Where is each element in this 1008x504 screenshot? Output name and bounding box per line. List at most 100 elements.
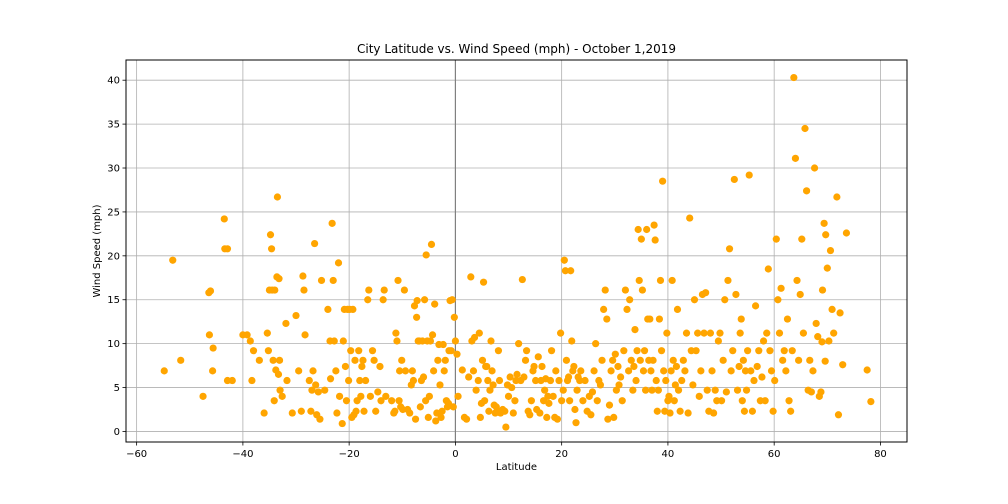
- x-tick-label: −40: [232, 449, 253, 460]
- data-point: [282, 319, 290, 328]
- data-point: [638, 286, 647, 294]
- data-point: [667, 367, 675, 375]
- data-point: [416, 403, 424, 411]
- data-point: [360, 407, 368, 415]
- data-point: [721, 296, 729, 304]
- data-point: [745, 171, 753, 179]
- data-point: [834, 411, 843, 419]
- data-point: [737, 315, 745, 323]
- data-point: [711, 386, 719, 394]
- data-point: [317, 276, 326, 285]
- data-point: [656, 276, 665, 285]
- data-point: [437, 413, 445, 422]
- data-point: [570, 362, 578, 371]
- data-point: [724, 276, 732, 285]
- data-point: [366, 392, 374, 400]
- data-point: [307, 407, 315, 415]
- data-point: [814, 333, 822, 341]
- data-point: [659, 177, 667, 185]
- data-point: [648, 386, 656, 394]
- data-point: [767, 367, 776, 375]
- data-point: [481, 397, 489, 405]
- data-point: [424, 413, 432, 422]
- data-point: [305, 376, 313, 385]
- data-point: [275, 356, 284, 364]
- data-point: [788, 347, 796, 355]
- data-point: [833, 193, 841, 201]
- y-tick-label: 20: [107, 251, 120, 262]
- data-point: [267, 245, 276, 253]
- data-point: [653, 407, 661, 415]
- data-point: [614, 362, 622, 371]
- data-point: [355, 347, 363, 355]
- data-point: [488, 367, 496, 375]
- data-point: [735, 362, 743, 371]
- data-point: [513, 370, 521, 378]
- data-point: [400, 286, 408, 294]
- data-point: [621, 286, 630, 294]
- data-point: [462, 415, 471, 423]
- data-point: [631, 326, 639, 334]
- data-point: [534, 353, 542, 361]
- data-point: [690, 296, 699, 304]
- data-point: [341, 362, 350, 371]
- data-point: [702, 289, 710, 297]
- data-point: [635, 276, 643, 285]
- data-point: [598, 356, 606, 364]
- data-point: [522, 347, 531, 355]
- data-point: [470, 333, 479, 342]
- data-point: [740, 407, 749, 415]
- data-point: [370, 356, 378, 364]
- data-point: [275, 275, 283, 283]
- data-point: [769, 407, 777, 415]
- data-point: [654, 386, 662, 394]
- data-point: [362, 376, 370, 385]
- data-point: [465, 373, 473, 381]
- data-point: [660, 367, 668, 375]
- data-point: [440, 367, 448, 375]
- data-point: [836, 309, 844, 317]
- data-point: [248, 376, 256, 385]
- data-point: [828, 305, 836, 313]
- data-point: [795, 356, 803, 364]
- x-tick-label: 40: [662, 449, 675, 460]
- data-point: [782, 367, 790, 375]
- data-point: [422, 251, 430, 259]
- data-point: [632, 376, 640, 385]
- data-point: [518, 275, 526, 284]
- data-point: [642, 386, 650, 394]
- data-point: [472, 386, 480, 394]
- data-point: [716, 329, 724, 337]
- data-point: [663, 329, 671, 337]
- data-point: [521, 356, 530, 364]
- y-tick-label: 40: [107, 76, 120, 87]
- data-point: [271, 286, 279, 294]
- y-tick-label: 15: [107, 295, 120, 306]
- data-point: [541, 386, 549, 394]
- y-tick-label: 25: [107, 207, 120, 218]
- data-point: [753, 362, 761, 371]
- data-point: [601, 286, 609, 294]
- data-point: [544, 392, 552, 400]
- data-point: [750, 376, 758, 385]
- data-point: [652, 376, 660, 385]
- data-point: [506, 373, 514, 381]
- data-point: [249, 347, 258, 355]
- data-point: [672, 362, 681, 371]
- x-tick-label: 0: [452, 449, 458, 460]
- data-point: [810, 164, 819, 172]
- data-point: [377, 397, 385, 405]
- data-point: [576, 376, 584, 385]
- data-point: [295, 367, 303, 375]
- data-point: [863, 366, 871, 374]
- data-point: [283, 376, 291, 385]
- data-points: [160, 73, 875, 431]
- data-point: [649, 356, 657, 364]
- data-point: [454, 392, 462, 400]
- data-point: [564, 373, 573, 381]
- data-point: [347, 347, 355, 355]
- x-tick-label: −20: [339, 449, 360, 460]
- plot-frame: [125, 59, 908, 443]
